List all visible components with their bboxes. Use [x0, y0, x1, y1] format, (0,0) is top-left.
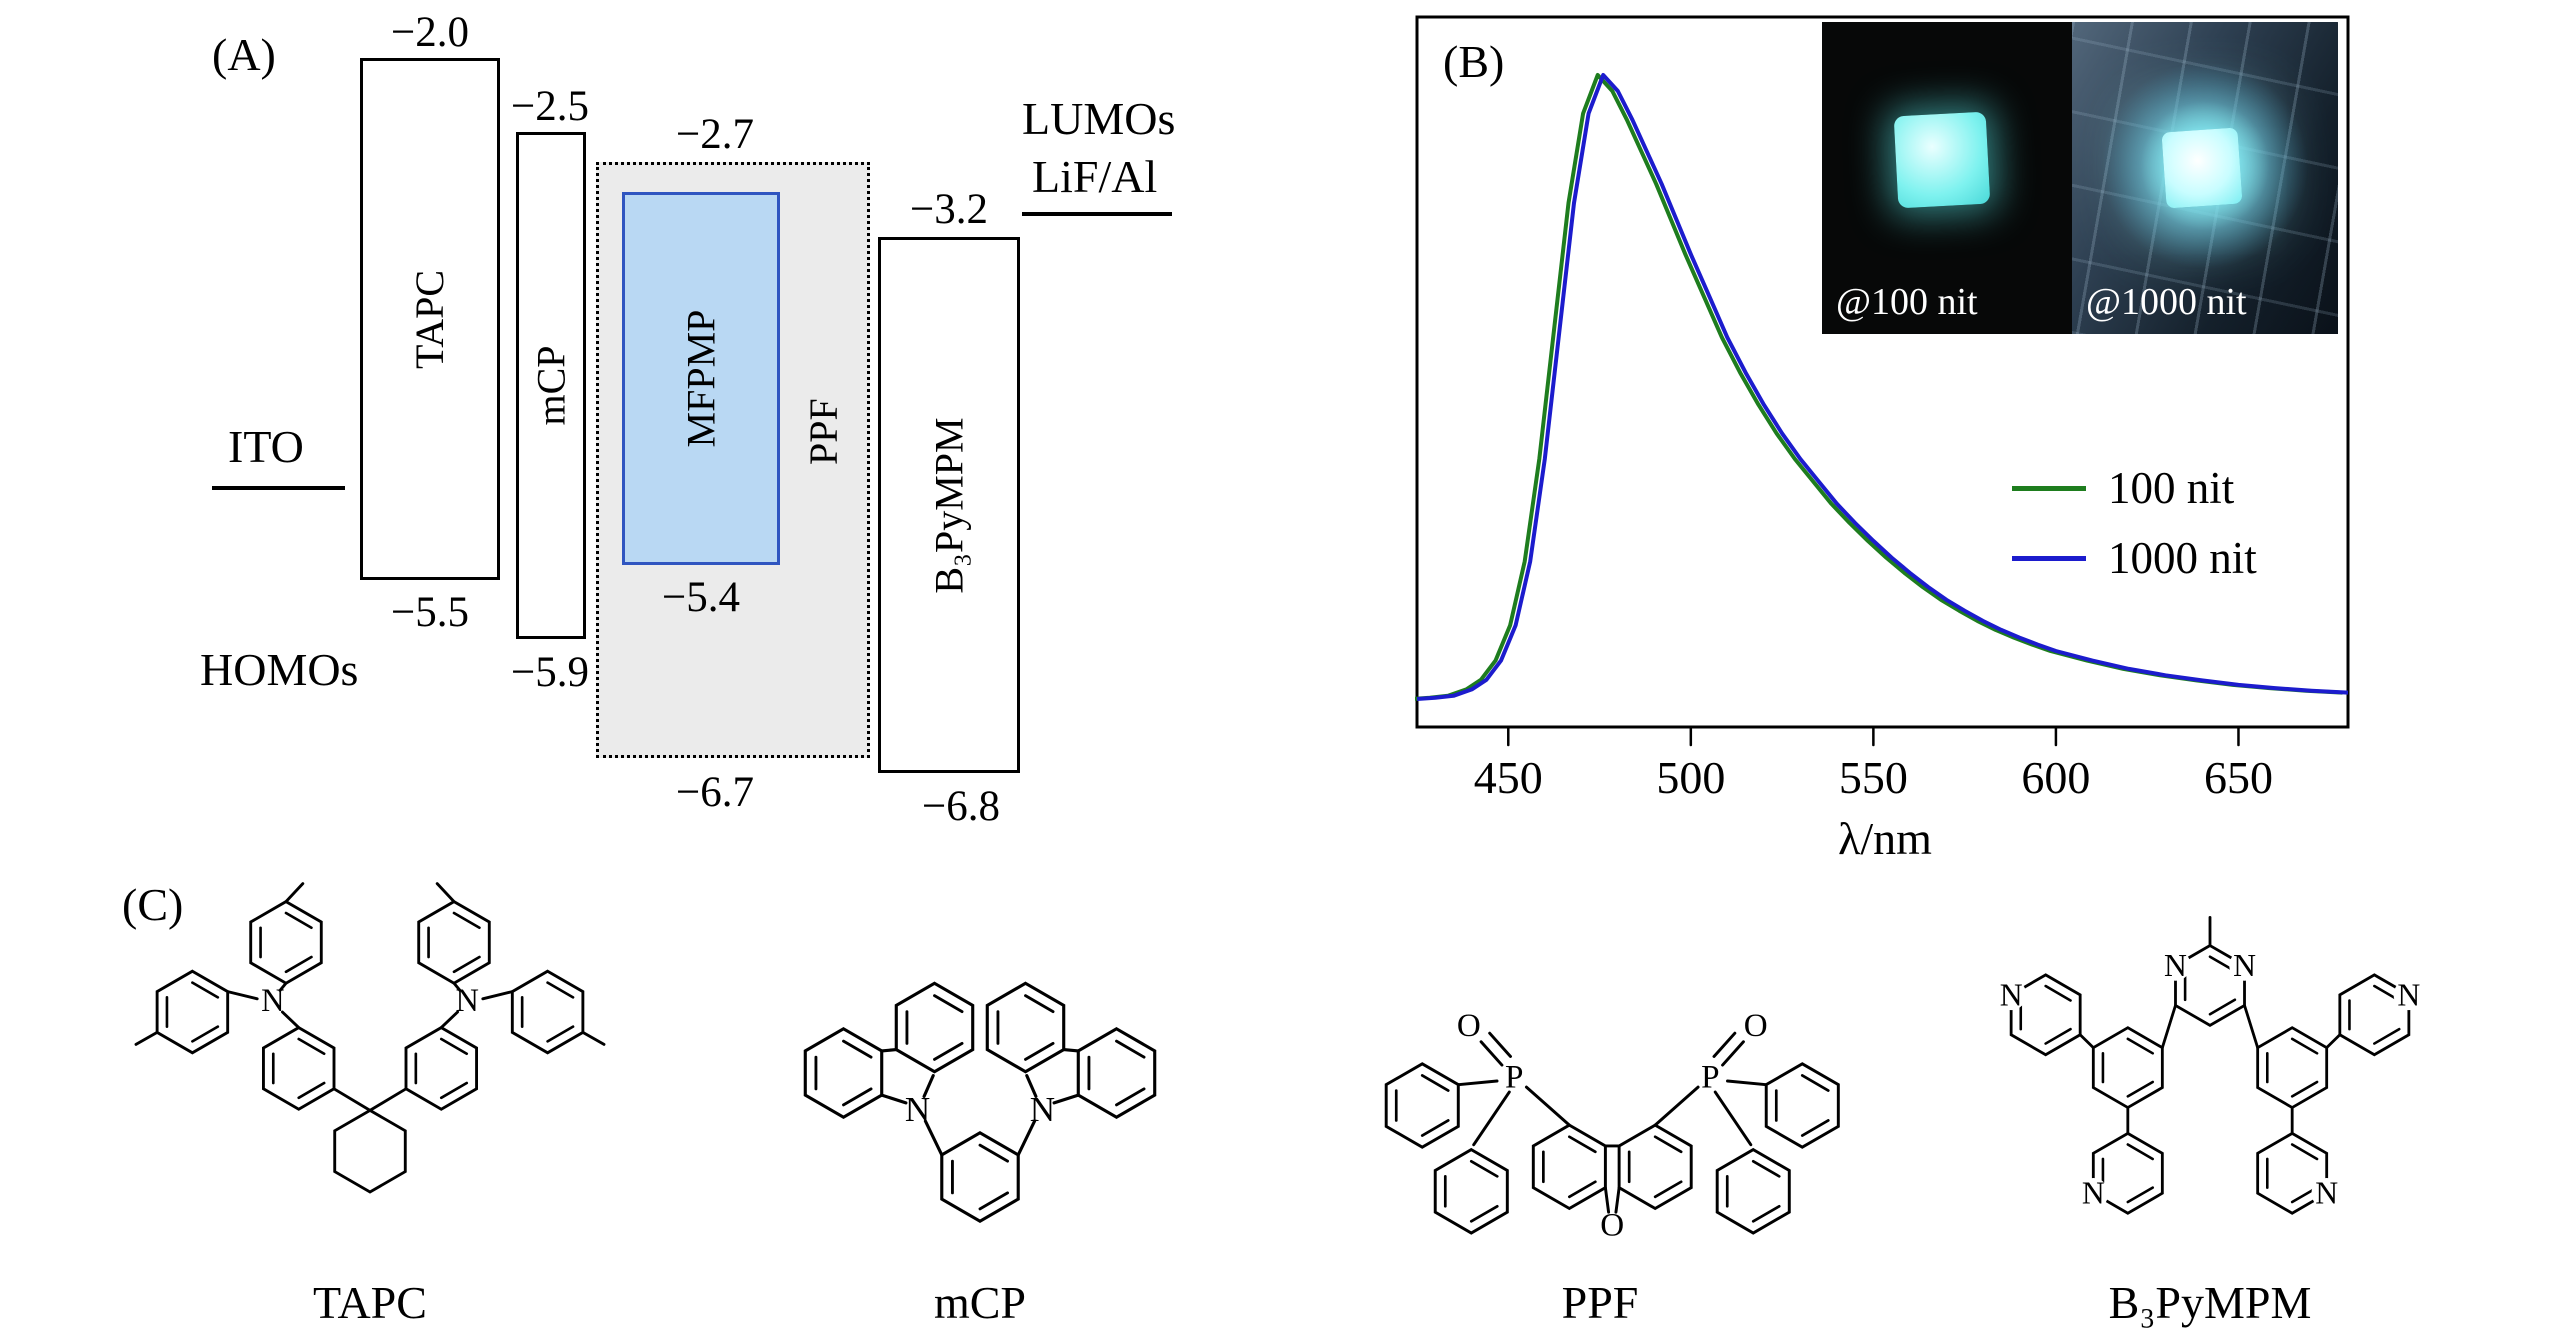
mcp-lumo-label: −2.5	[510, 83, 589, 130]
mcp-name: mCP	[933, 1277, 1027, 1328]
mcp-box: mCP	[516, 132, 586, 639]
ppf-homo-label: −6.7	[675, 769, 754, 816]
b3pympm-box-label: B₃PyMPM	[926, 416, 972, 594]
b3pympm-pyrimidine-n-left: N	[2164, 948, 2187, 983]
x-tick-label: 600	[2021, 752, 2090, 803]
b3pympm-structure: N N N N N N	[1995, 915, 2425, 1215]
photo-caption-1000nit: @1000 nit	[2086, 281, 2247, 323]
spectrum-plot: 450 500 550 600 650	[1411, 15, 2350, 803]
ppf-p-atom-right: P	[1701, 1059, 1719, 1095]
ito-level-line	[212, 486, 345, 490]
x-tick-label: 650	[2204, 752, 2273, 803]
spectrum-legend: 100 nit 1000 nit	[2012, 462, 2257, 584]
emitting-pixel-bright	[2161, 127, 2243, 209]
b3pympm-name: B₃PyMPM	[2108, 1277, 2312, 1328]
mcp-n-atom-left: N	[905, 1090, 930, 1129]
plot-frame	[1415, 15, 2350, 729]
tapc-box-label: TAPC	[407, 269, 453, 369]
mcp-homo-label: −5.9	[510, 649, 589, 696]
legend-label-1000nit: 1000 nit	[2108, 533, 2257, 583]
lumos-label: LUMOs	[1022, 93, 1176, 144]
ppf-lumo-label: −2.7	[675, 111, 754, 158]
homos-label: HOMOs	[200, 644, 359, 695]
ppf-o-atom-right: O	[1744, 1008, 1768, 1044]
device-photo-100nit: @100 nit	[1822, 22, 2072, 334]
ppf-furan-o-atom: O	[1600, 1208, 1624, 1244]
emitting-pixel	[1893, 111, 1991, 209]
lif-al-level-line	[1022, 212, 1172, 216]
x-tick-label: 550	[1839, 752, 1908, 803]
mcp-n-atom-right: N	[1030, 1090, 1055, 1129]
x-tick-label: 450	[1474, 752, 1543, 803]
tapc-name: TAPC	[313, 1277, 427, 1328]
ppf-name: PPF	[1561, 1277, 1639, 1328]
ppf-o-atom-left: O	[1457, 1008, 1481, 1044]
legend-swatch	[2012, 485, 2086, 491]
lif-al-label: LiF/Al	[1032, 151, 1158, 202]
mfpmp-box: MFPMP	[622, 192, 780, 565]
mcp-structure: N N	[803, 981, 1157, 1223]
panel-a-label: (A)	[212, 29, 276, 80]
panel-c-label: (C)	[122, 879, 184, 930]
mcp-box-label: mCP	[528, 345, 574, 426]
b3pympm-pyridine-n-upper-right: N	[2397, 977, 2420, 1012]
b3pympm-box: B₃PyMPM	[878, 237, 1020, 773]
b3pympm-lumo-label: −3.2	[909, 186, 988, 233]
b3pympm-pyridine-n-upper-left: N	[2000, 977, 2023, 1012]
legend-swatch	[2012, 555, 2086, 561]
ppf-p-atom-left: P	[1505, 1059, 1523, 1095]
ppf-structure: O P O P O	[1384, 1008, 1840, 1244]
b3pympm-pyridine-n-lower-right: N	[2315, 1176, 2338, 1211]
spectrum-plot-area: 450 500 550 600 650	[1411, 15, 2350, 805]
device-photo-1000nit: @1000 nit	[2072, 22, 2338, 334]
tapc-homo-label: −5.5	[390, 589, 469, 636]
ito-label: ITO	[228, 421, 304, 472]
x-tick-label: 500	[1656, 752, 1725, 803]
legend-label-100nit: 100 nit	[2108, 463, 2235, 513]
legend-row-100nit: 100 nit	[2012, 462, 2257, 514]
b3pympm-homo-label: −6.8	[921, 783, 1000, 830]
tapc-n-atom-left: N	[261, 983, 284, 1019]
ppf-box-label: PPF	[801, 398, 846, 465]
b3pympm-pyrimidine-n-right: N	[2233, 948, 2256, 983]
tapc-n-atom-right: N	[455, 983, 478, 1019]
photo-caption-100nit: @100 nit	[1836, 281, 1978, 323]
tapc-box: TAPC	[360, 58, 500, 580]
tapc-structure: N N	[134, 882, 606, 1194]
x-axis-title: λ/nm	[1838, 813, 1932, 864]
mfpmp-homo-label: −5.4	[661, 574, 740, 621]
mfpmp-box-label: MFPMP	[678, 309, 724, 448]
spectrum-curve-1	[1416, 73, 2349, 701]
legend-row-1000nit: 1000 nit	[2012, 532, 2257, 584]
b3pympm-pyridine-n-lower-left: N	[2082, 1176, 2105, 1211]
tapc-lumo-label: −2.0	[390, 9, 469, 56]
panel-b-label: (B)	[1443, 36, 1505, 87]
